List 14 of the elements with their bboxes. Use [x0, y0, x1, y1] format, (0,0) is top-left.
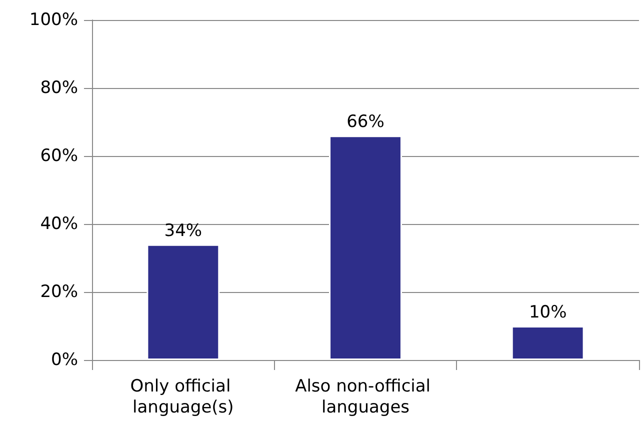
- x-tick-label: Only official language(s): [130, 376, 236, 418]
- data-label: 66%: [346, 112, 384, 132]
- y-tick-label: 20%: [40, 282, 78, 302]
- y-tick-label: 40%: [40, 214, 78, 234]
- y-tick-label: 60%: [40, 146, 78, 166]
- y-tick-label: 100%: [29, 10, 78, 30]
- x-tick-label: Also non-official languages: [295, 376, 436, 418]
- bar: [329, 136, 402, 360]
- data-label: 10%: [528, 302, 567, 322]
- y-tick-label: 0%: [51, 350, 78, 370]
- bar: [511, 326, 584, 360]
- y-tick-label: 80%: [40, 78, 78, 98]
- bar: [146, 244, 220, 360]
- data-label: 34%: [164, 220, 202, 241]
